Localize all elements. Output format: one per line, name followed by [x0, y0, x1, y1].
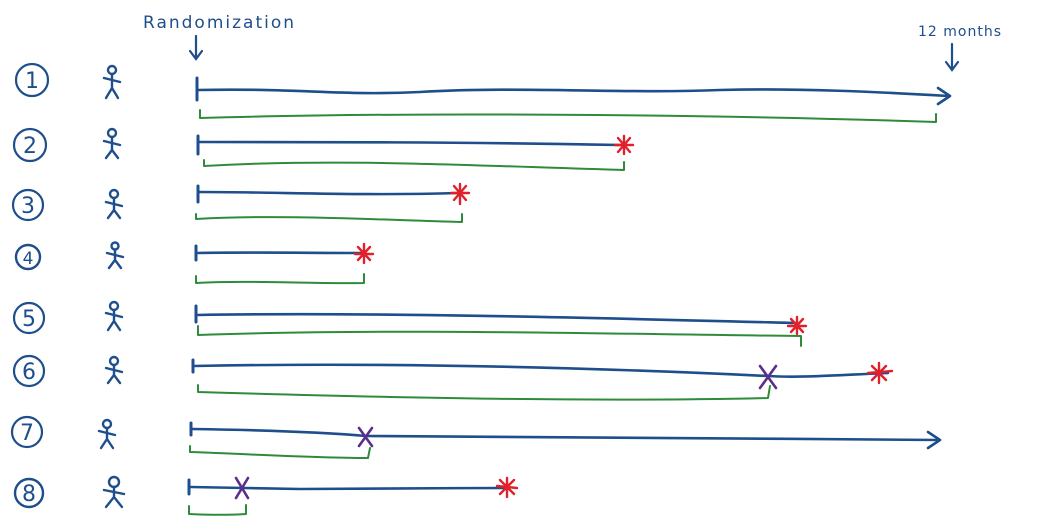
- end-arrow-icon: [944, 42, 960, 72]
- timeline-line: [197, 140, 622, 147]
- timeline-line: [190, 427, 940, 442]
- arrow-head-icon: [926, 430, 942, 450]
- timeline-line: [197, 190, 460, 196]
- participant-figures: [97, 64, 126, 509]
- followup-bracket: [197, 325, 802, 347]
- participant-number-1: 1: [14, 62, 50, 98]
- person-icon: [104, 300, 124, 332]
- randomization-arrow-icon: [188, 34, 204, 61]
- followup-bracket: [188, 504, 247, 516]
- svg-text:7: 7: [20, 421, 34, 446]
- timeline-row-2: [196, 134, 635, 171]
- event-star-icon: [353, 242, 375, 265]
- timeline-line: [188, 485, 508, 491]
- svg-text:6: 6: [22, 360, 36, 385]
- svg-text:5: 5: [22, 307, 36, 332]
- person-icon: [102, 127, 122, 160]
- censor-x-icon: [758, 364, 778, 390]
- participant-number-5: 5: [12, 301, 46, 335]
- timeline-line: [195, 312, 798, 325]
- censor-x-icon: [234, 476, 250, 500]
- event-star-icon: [495, 476, 519, 499]
- timeline-line: [192, 363, 890, 378]
- person-icon: [104, 188, 124, 220]
- event-star-icon: [449, 182, 471, 206]
- timeline-line: [196, 88, 950, 98]
- followup-bracket: [195, 213, 463, 223]
- followup-bracket: [199, 109, 937, 123]
- timelines: [187, 76, 952, 516]
- followup-bracket: [189, 445, 371, 459]
- timeline-row-3: [195, 182, 471, 223]
- person-icon: [102, 64, 122, 100]
- svg-text:3: 3: [21, 194, 35, 219]
- arrow-head-icon: [936, 86, 952, 106]
- person-icon: [102, 475, 126, 509]
- participant-number-3: 3: [11, 188, 45, 222]
- participant-numbers: 1 2 3 4 5 6 7 8: [10, 62, 50, 509]
- timeline-row-1: [195, 76, 952, 123]
- censor-x-icon: [357, 426, 374, 448]
- participant-number-4: 4: [14, 243, 42, 271]
- participant-number-7: 7: [10, 415, 44, 449]
- randomization-label: Randomization: [143, 13, 296, 33]
- timeline-row-8: [187, 476, 519, 516]
- participant-number-2: 2: [12, 127, 48, 163]
- followup-bracket: [197, 384, 771, 401]
- participant-number-6: 6: [12, 354, 46, 388]
- timeline-row-5: [194, 304, 808, 347]
- svg-text:1: 1: [25, 69, 39, 94]
- followup-bracket: [203, 159, 625, 171]
- person-icon: [97, 418, 117, 450]
- event-star-icon: [786, 315, 808, 336]
- timeline-row-7: [189, 421, 942, 459]
- timeline-row-6: [191, 358, 894, 401]
- svg-text:2: 2: [23, 134, 37, 159]
- timeline-row-4: [194, 242, 375, 285]
- svg-text:4: 4: [23, 249, 34, 269]
- event-star-icon: [866, 361, 894, 385]
- event-star-icon: [613, 134, 635, 156]
- end-label: 12 months: [918, 24, 1002, 40]
- person-icon: [105, 241, 125, 270]
- svg-text:8: 8: [22, 482, 36, 507]
- followup-bracket: [195, 273, 365, 285]
- person-icon: [104, 355, 124, 385]
- participant-number-8: 8: [13, 477, 45, 509]
